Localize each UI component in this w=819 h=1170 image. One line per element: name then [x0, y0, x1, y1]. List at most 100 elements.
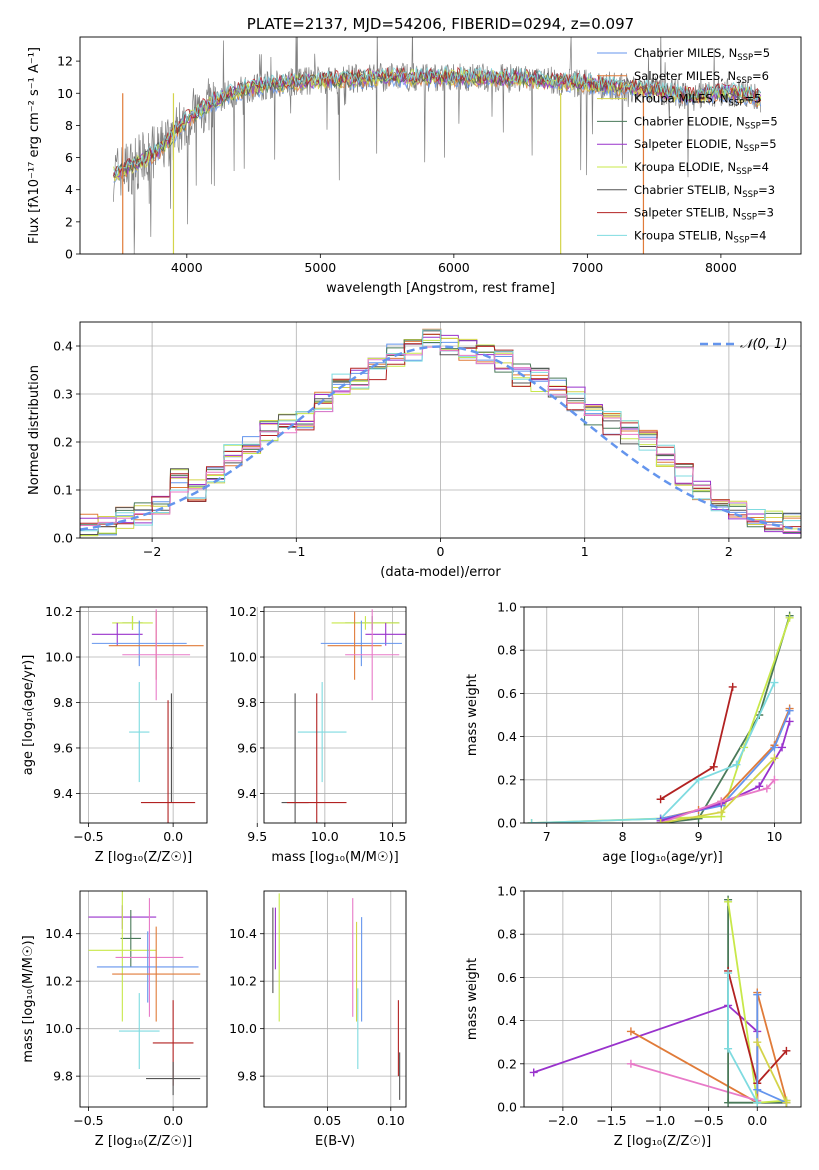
panel-weight_vs_age: 7 8 9 10 0.0 0.2 0.4 0.6 0.8 1.0 age [log₁₀(age/yr… — [465, 600, 802, 865]
x-tick-label: −1 — [287, 544, 305, 559]
weight-marker — [753, 990, 762, 999]
x-tick-label: −2 — [143, 544, 161, 559]
weight-marker — [724, 897, 733, 906]
weight-marker — [753, 1098, 762, 1107]
y-tick-label: 0.6 — [497, 970, 517, 985]
x-tick-label: 4000 — [171, 260, 203, 275]
y-tick-label: 10.0 — [229, 1021, 257, 1036]
x-tick-label: 7 — [543, 829, 551, 844]
model-line-8 — [113, 66, 761, 177]
gaussian-curve — [80, 345, 801, 531]
y-tick-label: 10 — [57, 86, 73, 101]
y-tick-label: 10.4 — [229, 926, 257, 941]
weight-marker — [785, 613, 794, 622]
axes-frame — [79, 36, 802, 255]
weight-marker — [770, 775, 779, 784]
x-tick-label: −0.5 — [73, 1113, 103, 1128]
y-tick-label: 0.1 — [53, 483, 73, 498]
weight-marker — [762, 784, 771, 793]
weight-marker — [656, 819, 665, 823]
x-tick-label: 10.5 — [379, 829, 407, 844]
legend-label: Kroupa STELIB, NSSP=4 — [634, 228, 766, 245]
y-tick-label: 10.0 — [229, 650, 257, 665]
panel-residuals: −2 −1 0 1 2 0.0 0.1 0.2 0.3 0.4 (data-model)/error… — [27, 321, 802, 580]
y-tick-label: 0.2 — [497, 1056, 517, 1071]
weight-marker — [785, 706, 794, 715]
y-tick-label: 0.4 — [497, 1013, 517, 1028]
y-tick-label: 0 — [65, 247, 73, 262]
x-tick-label: 10.0 — [311, 829, 339, 844]
y-tick-label: 2 — [65, 214, 73, 229]
y-tick-label: 1.0 — [497, 600, 517, 615]
legend-label: Salpeter MILES, NSSP=6 — [634, 69, 769, 86]
legend-label: Kroupa ELODIE, NSSP=4 — [634, 160, 769, 177]
x-tick-label: 0.0 — [163, 829, 183, 844]
y-tick-label: 0.4 — [497, 729, 517, 744]
legend-label: Salpeter STELIB, NSSP=3 — [634, 206, 774, 223]
weight-marker — [724, 1098, 733, 1107]
y-tick-label: 9.6 — [237, 740, 257, 755]
weight-marker — [753, 1038, 762, 1047]
weight-marker — [709, 762, 718, 771]
y-tick-label: 0.3 — [53, 387, 73, 402]
y-tick-label: 10.0 — [45, 650, 73, 665]
weight-marker — [656, 795, 665, 804]
x-tick-label: 9.5 — [247, 829, 267, 844]
axes-frame — [79, 890, 208, 1108]
x-axis-label: wavelength [Angstrom, rest frame] — [326, 281, 555, 296]
panel-spectrum: 4000 5000 6000 7000 8000 0 2 4 6 8 10 12 wavelength … — [27, 15, 802, 296]
y-tick-label: 0.0 — [53, 531, 73, 546]
x-tick-label: 8000 — [705, 260, 737, 275]
y-axis-label: mass weight — [465, 958, 480, 1040]
x-tick-label: −1.0 — [645, 1113, 675, 1128]
weight-marker — [724, 1044, 733, 1053]
plot-area — [88, 891, 201, 1096]
y-tick-label: 4 — [65, 182, 73, 197]
y-tick-label: 6 — [65, 150, 73, 165]
y-tick-label: 9.8 — [237, 1069, 257, 1084]
y-axis-label: mass [log₁₀(M/M☉)] — [21, 935, 36, 1062]
x-tick-label: 0.05 — [313, 1113, 341, 1128]
weight-marker — [753, 1085, 762, 1094]
plot-area — [91, 609, 204, 823]
weight-marker — [732, 760, 741, 769]
observed-spectrum — [113, 37, 762, 254]
x-tick-label: 1 — [581, 544, 589, 559]
weight-marker — [755, 782, 764, 791]
weight-marker — [782, 1046, 791, 1055]
y-tick-label: 1.0 — [497, 884, 517, 899]
weight-marker — [529, 1068, 538, 1077]
weight-marker — [770, 678, 779, 687]
y-tick-label: 10.2 — [45, 974, 73, 989]
x-tick-label: −0.5 — [693, 1113, 723, 1128]
weight-marker — [728, 682, 737, 691]
plot-area — [80, 328, 801, 538]
weight-marker — [626, 1059, 635, 1068]
x-axis-label: E(B-V) — [315, 1134, 355, 1149]
x-tick-label: 10 — [766, 829, 782, 844]
weight-marker — [778, 743, 787, 752]
axes-frame — [79, 606, 208, 824]
weight-line-7 — [660, 779, 776, 823]
y-axis-label: age [log₁₀(age/yr)] — [21, 655, 36, 776]
y-tick-label: 0.0 — [497, 1100, 517, 1115]
legend-label: Chabrier STELIB, NSSP=3 — [634, 183, 775, 200]
y-tick-label: 9.6 — [53, 740, 73, 755]
y-tick-label: 9.4 — [237, 786, 257, 801]
x-tick-label: 6000 — [438, 260, 470, 275]
chart-title: PLATE=2137, MJD=54206, FIBERID=0294, z=0… — [247, 15, 634, 33]
y-tick-label: 0.4 — [53, 339, 73, 354]
histogram-pink — [80, 346, 801, 538]
y-tick-label: 0.0 — [497, 816, 517, 831]
weight-marker — [717, 808, 726, 817]
y-tick-label: 0.2 — [497, 772, 517, 787]
legend-label: 𝒩(0, 1) — [740, 337, 787, 352]
y-tick-label: 0.8 — [497, 643, 517, 658]
plot-area — [281, 609, 406, 823]
weight-marker — [694, 775, 703, 784]
x-axis-label: Z [log₁₀(Z/Z☉)] — [95, 850, 192, 865]
y-tick-label: 9.8 — [237, 695, 257, 710]
x-tick-label: −0.5 — [73, 829, 103, 844]
plot-area — [272, 893, 401, 1100]
x-axis-label: age [log₁₀(age/yr)] — [602, 850, 723, 865]
